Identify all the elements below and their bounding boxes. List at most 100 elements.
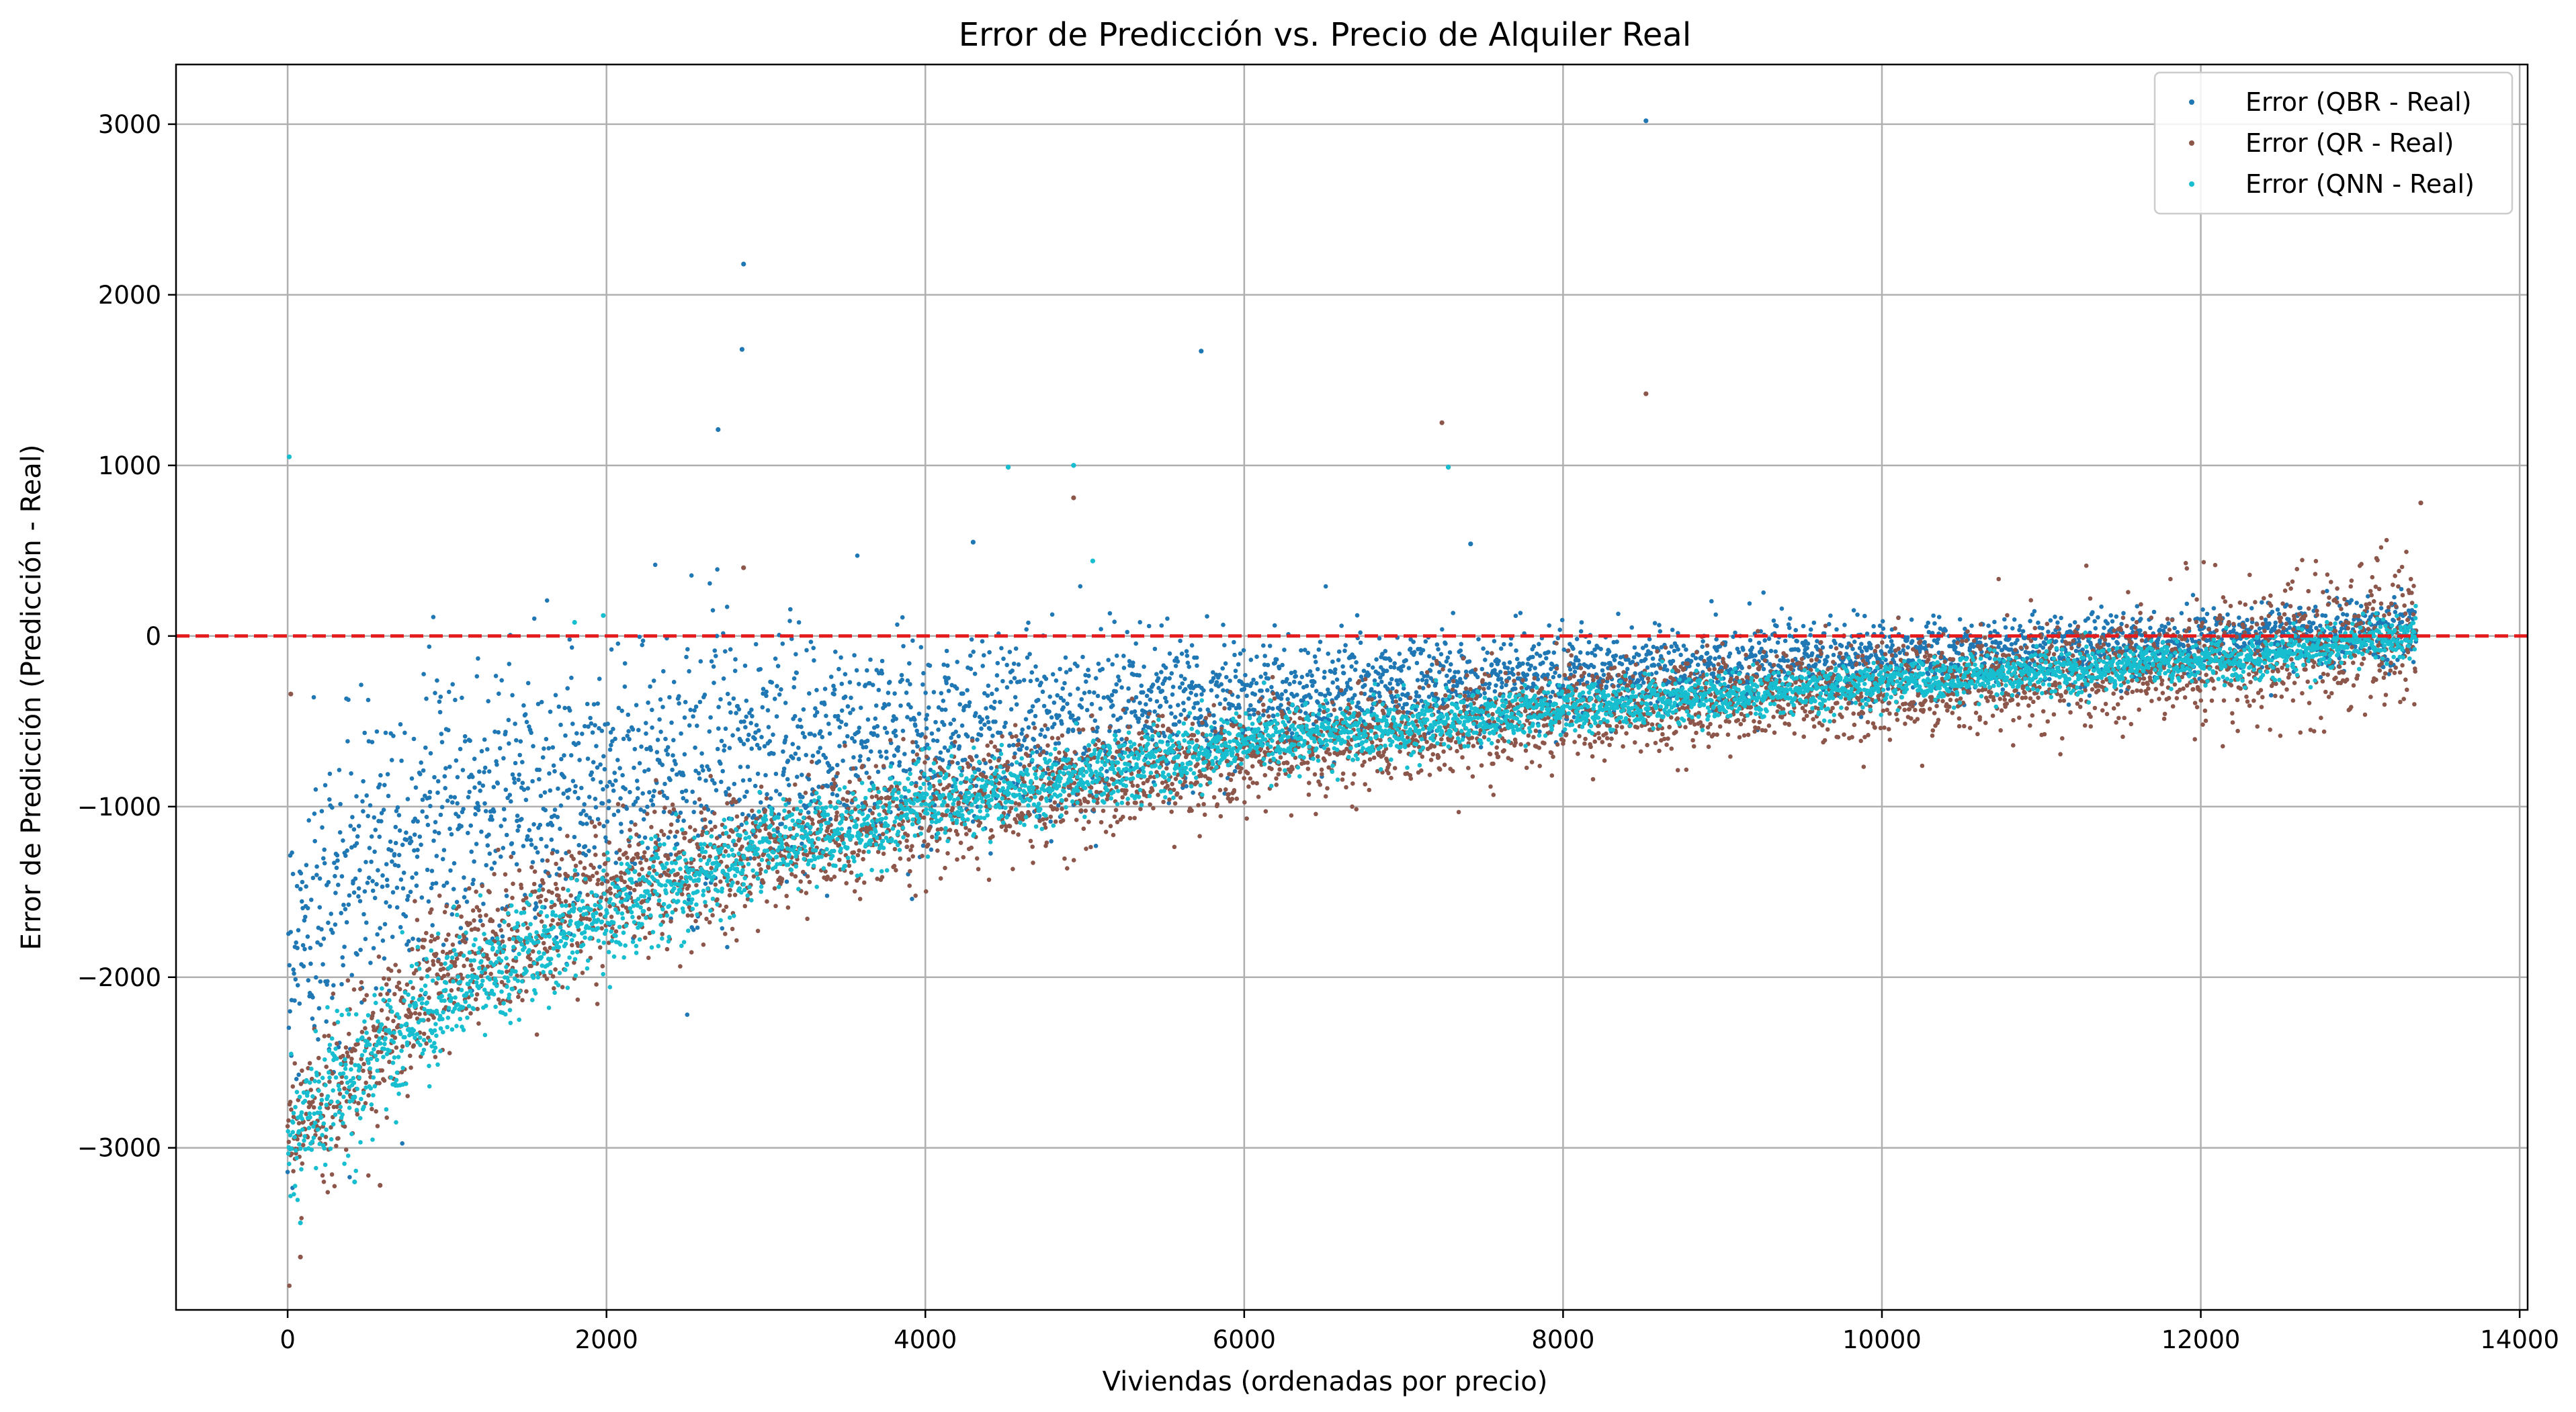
series-0	[285, 118, 2419, 1190]
data-point	[2349, 598, 2354, 603]
data-point	[1211, 670, 1215, 675]
data-point	[1031, 721, 1036, 726]
data-point	[1367, 672, 1371, 677]
data-point	[698, 659, 703, 664]
data-point	[514, 862, 519, 867]
data-point	[1508, 642, 1513, 647]
data-point	[468, 738, 472, 743]
data-point	[1158, 703, 1163, 709]
data-point	[398, 877, 404, 882]
data-point	[1487, 681, 1492, 687]
data-point	[1440, 627, 1445, 632]
data-point	[1520, 661, 1525, 666]
data-point	[452, 861, 457, 866]
data-point	[837, 725, 842, 730]
data-point	[1416, 694, 1422, 699]
data-point	[1636, 652, 1641, 658]
data-point	[357, 899, 363, 903]
data-point	[879, 671, 885, 676]
data-point	[1877, 623, 1883, 628]
data-point	[2066, 702, 2071, 707]
data-point	[397, 987, 402, 991]
data-point	[1176, 719, 1182, 724]
data-point	[858, 705, 863, 710]
data-point	[600, 801, 605, 806]
data-point	[714, 788, 719, 793]
data-point	[428, 803, 433, 809]
data-point	[1485, 650, 1490, 655]
data-point	[487, 851, 492, 856]
data-point	[974, 754, 979, 759]
data-point	[2090, 610, 2095, 615]
data-point	[915, 744, 920, 749]
data-point	[1060, 721, 1064, 726]
data-point	[900, 677, 904, 682]
data-point	[1013, 751, 1017, 756]
data-point	[816, 759, 822, 764]
data-point	[732, 781, 737, 787]
data-point	[523, 797, 529, 803]
data-point	[1199, 692, 1204, 697]
data-point	[421, 672, 426, 676]
data-point	[849, 736, 855, 741]
data-point	[1871, 624, 1876, 629]
data-point	[1380, 672, 1385, 677]
data-point	[511, 850, 516, 856]
data-point	[1109, 693, 1115, 697]
data-point	[1199, 714, 1203, 719]
data-point	[356, 886, 361, 891]
data-point	[429, 938, 433, 944]
data-point	[557, 866, 562, 871]
data-point	[1063, 655, 1068, 660]
data-point	[599, 728, 605, 734]
data-point	[1049, 612, 1055, 617]
data-point	[507, 662, 512, 666]
data-point	[1376, 671, 1381, 676]
data-point	[370, 879, 375, 883]
data-point	[1144, 702, 1148, 707]
data-point	[1248, 703, 1253, 708]
data-point	[1003, 720, 1008, 725]
data-point	[953, 730, 958, 734]
data-point	[1232, 639, 1236, 645]
data-point	[1424, 678, 1429, 683]
data-point	[326, 920, 331, 925]
data-point	[1273, 660, 1278, 666]
data-point	[875, 733, 880, 738]
data-point	[324, 1064, 329, 1069]
data-point	[1504, 682, 1508, 688]
data-point	[1494, 683, 1498, 688]
data-point	[1191, 705, 1196, 710]
data-point	[2118, 689, 2124, 694]
data-point	[2257, 626, 2262, 631]
data-point	[2131, 617, 2135, 621]
data-point	[1362, 691, 1367, 697]
data-point	[2102, 625, 2106, 630]
data-point	[811, 646, 816, 650]
data-point	[433, 691, 437, 695]
data-point	[2092, 619, 2097, 624]
data-point	[519, 885, 524, 891]
data-point	[486, 957, 490, 961]
data-point	[292, 971, 296, 976]
data-point	[593, 723, 597, 727]
data-point	[1447, 668, 1452, 673]
data-point	[660, 762, 665, 767]
data-point	[845, 734, 850, 739]
data-point	[535, 850, 540, 855]
data-point	[339, 874, 345, 879]
data-point	[477, 769, 482, 774]
data-point	[2115, 641, 2120, 646]
data-point	[787, 619, 792, 623]
data-point	[429, 934, 434, 938]
data-point	[1114, 653, 1119, 658]
data-point	[306, 978, 311, 983]
data-point	[1934, 640, 1940, 646]
data-point	[1293, 670, 1297, 674]
data-point	[1172, 715, 1178, 719]
data-point	[800, 841, 804, 846]
data-point	[807, 691, 812, 696]
data-point	[806, 777, 812, 782]
data-point	[556, 704, 562, 709]
data-point	[388, 968, 394, 973]
